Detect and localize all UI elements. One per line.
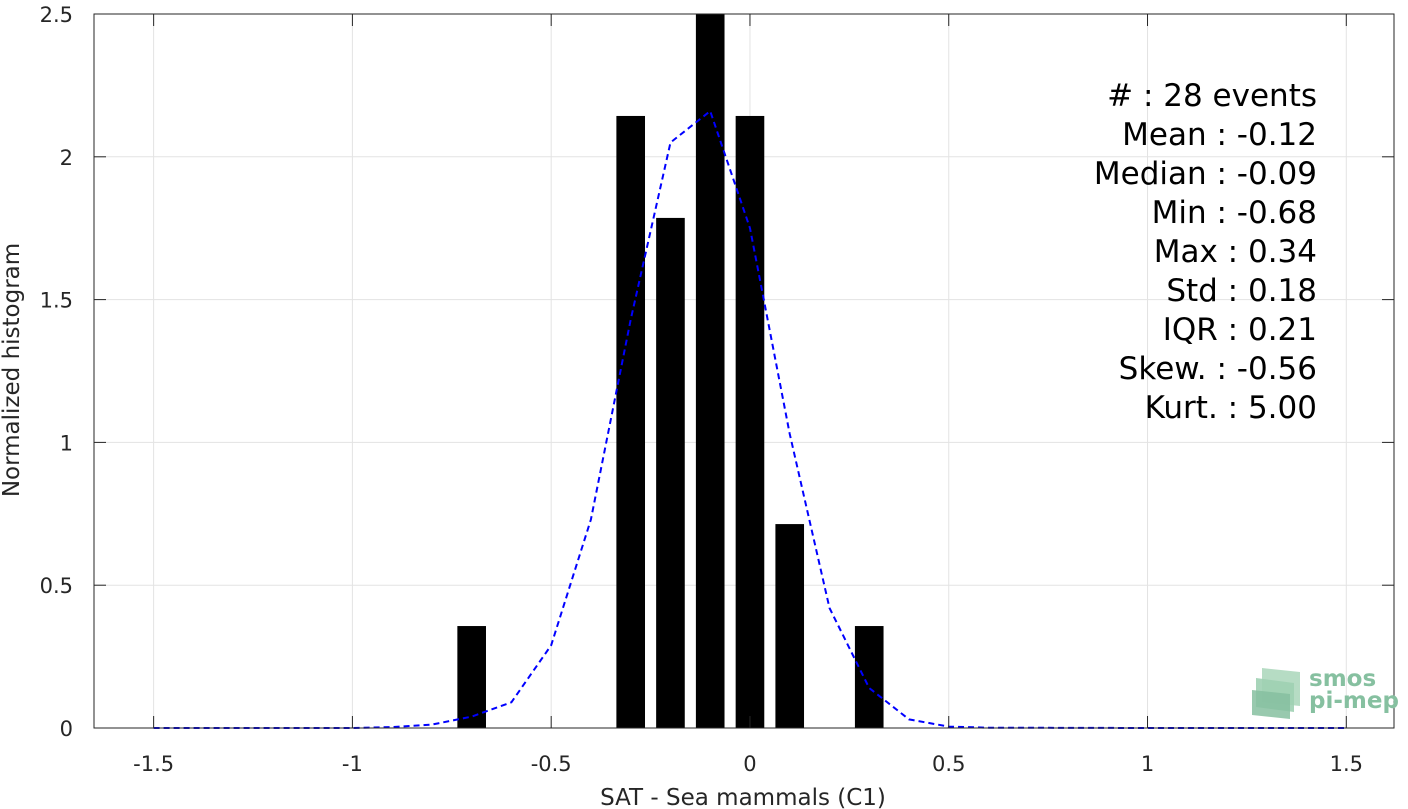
- y-tick-labels: 0 0.5 1 1.5 2 2.5: [40, 3, 73, 741]
- y-axis-label: Normalized histogram: [0, 243, 25, 497]
- y-tick-label: 0.5: [40, 574, 73, 598]
- x-tick-labels: -1.5 -1 -0.5 0 0.5 1 1.5: [133, 752, 1363, 776]
- fit-curve: [153, 109, 1347, 729]
- x-tick-label: -1.5: [133, 752, 174, 776]
- y-tick-label: 2: [60, 146, 73, 170]
- y-tick-label: 2.5: [40, 3, 73, 27]
- x-axis-label: SAT - Sea mammals (C1): [600, 785, 886, 809]
- bars: [457, 14, 884, 728]
- stat-line: Skew. : -0.56: [1119, 351, 1317, 387]
- x-tick-label: 0: [743, 752, 756, 776]
- histogram-bar: [457, 626, 486, 728]
- y-tick-label: 1.5: [40, 289, 73, 313]
- fit-curve-layer: [153, 109, 1347, 729]
- x-tick-label: 1: [1141, 752, 1154, 776]
- histogram-bar: [616, 115, 646, 728]
- histogram-bar: [854, 626, 884, 728]
- logo-mark-icon: [1252, 668, 1300, 719]
- x-tick-label: -1: [342, 752, 363, 776]
- logo-text-line2: pi-mep: [1309, 688, 1399, 714]
- axes-box: [93, 13, 1395, 729]
- x-tick-label: -0.5: [531, 752, 572, 776]
- stat-line: Max : 0.34: [1154, 234, 1317, 270]
- y-tick-label: 0: [60, 717, 73, 741]
- stat-line: IQR : 0.21: [1163, 312, 1317, 348]
- stat-line: Mean : -0.12: [1122, 117, 1317, 153]
- x-tick-label: 0.5: [932, 752, 965, 776]
- histogram-bar: [775, 524, 805, 728]
- axes: [93, 13, 1395, 729]
- y-tick-label: 1: [60, 431, 73, 455]
- stat-line: Min : -0.68: [1152, 195, 1317, 231]
- x-tick-label: 1.5: [1330, 752, 1363, 776]
- stat-line: Median : -0.09: [1094, 156, 1317, 192]
- histogram-bar: [695, 14, 725, 728]
- histogram-bar: [656, 217, 685, 728]
- histogram-bar: [735, 115, 765, 728]
- stat-line: Kurt. : 5.00: [1145, 390, 1317, 426]
- stat-line: # : 28 events: [1107, 78, 1317, 114]
- smos-pi-mep-logo: smos pi-mep: [1252, 666, 1399, 719]
- logo-text-line1: smos: [1309, 666, 1376, 692]
- stat-line: Std : 0.18: [1166, 273, 1317, 309]
